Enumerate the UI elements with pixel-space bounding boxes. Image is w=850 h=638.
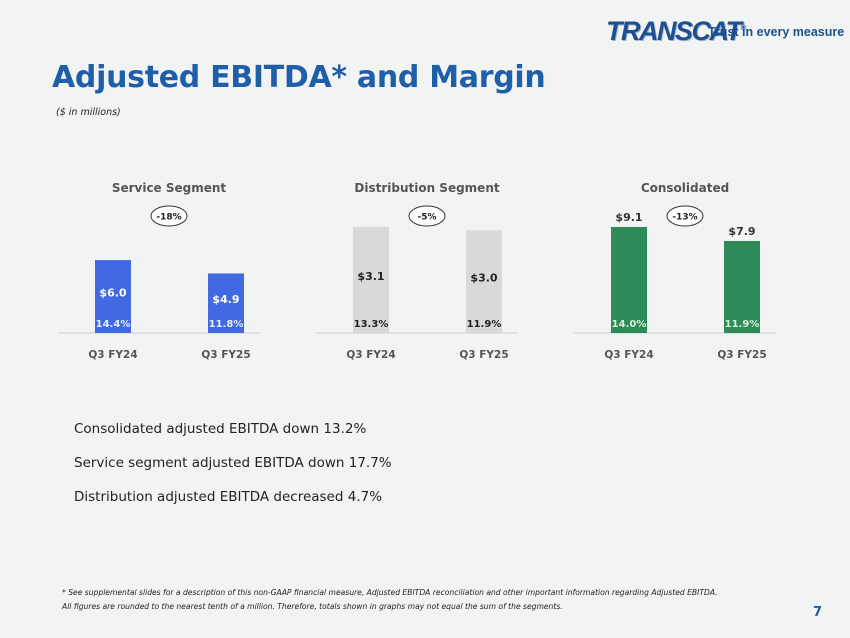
bar-value-label: $4.9 bbox=[212, 293, 239, 306]
page-title: Adjusted EBITDA* and Margin bbox=[52, 60, 546, 95]
footnote-line-1: * See supplemental slides for a descript… bbox=[62, 588, 718, 597]
distribution-segment-chart: Distribution Segment $3.1 13.3% Q3 FY24 $3.0… bbox=[316, 175, 526, 375]
change-badge bbox=[150, 205, 188, 227]
x-tick-label: Q3 FY25 bbox=[717, 349, 766, 361]
chart-title: Service Segment bbox=[112, 181, 227, 195]
bullet-consolidated: Consolidated adjusted EBITDA down 13.2% bbox=[74, 421, 367, 437]
x-tick-label: Q3 FY24 bbox=[88, 349, 137, 361]
chart-title: Distribution Segment bbox=[354, 181, 499, 195]
x-tick-label: Q3 FY25 bbox=[459, 349, 508, 361]
service-segment-svg: Service Segment $6.0 14.4% Q3 FY24 $4.9 11.8%… bbox=[58, 181, 260, 361]
x-tick-label: Q3 FY24 bbox=[346, 349, 395, 361]
x-tick-label: Q3 FY24 bbox=[604, 349, 653, 361]
bar-q3-fy24 bbox=[353, 226, 389, 333]
bar-q3-fy25 bbox=[208, 273, 244, 333]
service-segment-chart: Service Segment $6.0 14.4% Q3 FY24 $4.9 11.8%… bbox=[58, 175, 268, 375]
page-number: 7 bbox=[813, 605, 823, 620]
units-subtitle: ($ in millions) bbox=[56, 107, 121, 118]
bar-margin-label: 11.9% bbox=[467, 319, 502, 330]
logo-wordmark: TRANSCAT® bbox=[606, 16, 746, 46]
bar-margin-label: 13.3% bbox=[354, 319, 389, 330]
footnote: * See supplemental slides for a descript… bbox=[62, 586, 822, 614]
bar-value-label: $9.1 bbox=[615, 211, 642, 224]
change-badge-label: -5% bbox=[417, 213, 436, 223]
change-badge-label: -18% bbox=[156, 213, 181, 223]
change-badge bbox=[666, 205, 704, 227]
logo-tagline: Trust in every measure bbox=[708, 25, 845, 39]
bar-margin-label: 14.0% bbox=[612, 319, 647, 330]
bar-margin-label: 11.8% bbox=[209, 319, 244, 330]
distribution-segment-svg: Distribution Segment $3.1 13.3% Q3 FY24 $3.0… bbox=[316, 181, 518, 361]
bar-q3-fy25 bbox=[724, 240, 760, 333]
bullet-distribution: Distribution adjusted EBITDA decreased 4… bbox=[74, 489, 383, 505]
change-badge-label: -13% bbox=[672, 213, 697, 223]
consolidated-chart: Consolidated $9.1 14.0% Q3 FY24 $7.9 11.9% Q3 … bbox=[574, 175, 784, 375]
bar-q3-fy24 bbox=[611, 226, 647, 333]
chart-title: Consolidated bbox=[641, 181, 729, 195]
bar-value-label: $3.0 bbox=[470, 272, 497, 285]
bar-value-label: $7.9 bbox=[728, 225, 755, 238]
x-tick-label: Q3 FY25 bbox=[201, 349, 250, 361]
bar-value-label: $6.0 bbox=[99, 287, 126, 300]
consolidated-svg: Consolidated $9.1 14.0% Q3 FY24 $7.9 11.9% Q3 … bbox=[574, 181, 776, 361]
bar-q3-fy25 bbox=[466, 230, 502, 333]
bar-q3-fy24 bbox=[95, 260, 131, 333]
bar-margin-label: 11.9% bbox=[725, 319, 760, 330]
change-badge bbox=[408, 205, 446, 227]
bar-margin-label: 14.4% bbox=[96, 319, 131, 330]
summary-bullets: Consolidated adjusted EBITDA down 13.2% … bbox=[74, 420, 392, 522]
footnote-line-2: All figures are rounded to the nearest t… bbox=[62, 602, 563, 611]
bar-value-label: $3.1 bbox=[357, 270, 384, 283]
bullet-service: Service segment adjusted EBITDA down 17.… bbox=[74, 455, 392, 471]
